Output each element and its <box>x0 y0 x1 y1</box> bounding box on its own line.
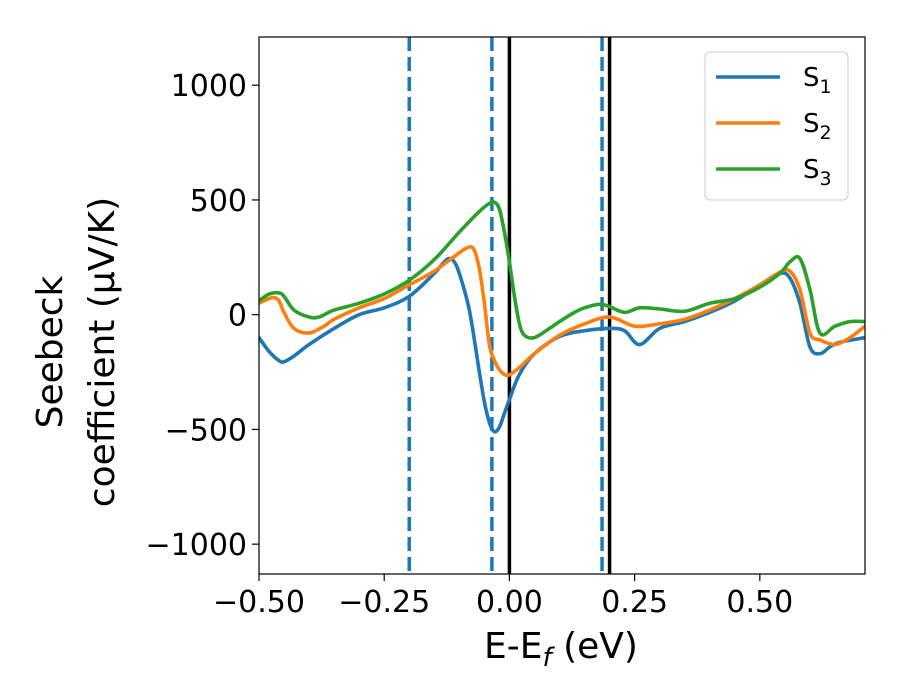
legend: S1 S2 S3 <box>704 51 849 201</box>
x-axis-title: E-Ef (eV) <box>484 626 638 673</box>
y-tick-label: −500 <box>165 413 247 448</box>
x-tick-label: −0.50 <box>213 585 305 620</box>
x-tick-label: 0.50 <box>726 585 793 620</box>
y-tick-label: −1000 <box>146 528 247 563</box>
legend-label-s1: S1 <box>803 63 832 98</box>
x-tick-label: 0.00 <box>476 585 543 620</box>
series-line-s3 <box>259 199 865 340</box>
legend-box <box>704 51 849 201</box>
y-axis-title-line2: coefficient (μV/K) <box>82 197 123 507</box>
y-tick-label: 500 <box>190 184 247 219</box>
x-tick-label: 0.25 <box>601 585 668 620</box>
x-tick-label: −0.25 <box>338 585 430 620</box>
x-axis-title-main: E-E <box>484 626 542 667</box>
series-line-s2 <box>259 245 865 378</box>
x-axis-title-unit: (eV) <box>552 626 638 667</box>
plot-frame <box>258 36 866 575</box>
y-tick-label: 1000 <box>171 69 247 104</box>
y-tick-label: 0 <box>228 299 247 334</box>
y-axis-title-line1: Seebeck <box>30 275 71 428</box>
legend-label-s2: S2 <box>803 109 832 144</box>
series-line-s1 <box>259 256 865 434</box>
legend-label-s3: S3 <box>803 155 832 190</box>
